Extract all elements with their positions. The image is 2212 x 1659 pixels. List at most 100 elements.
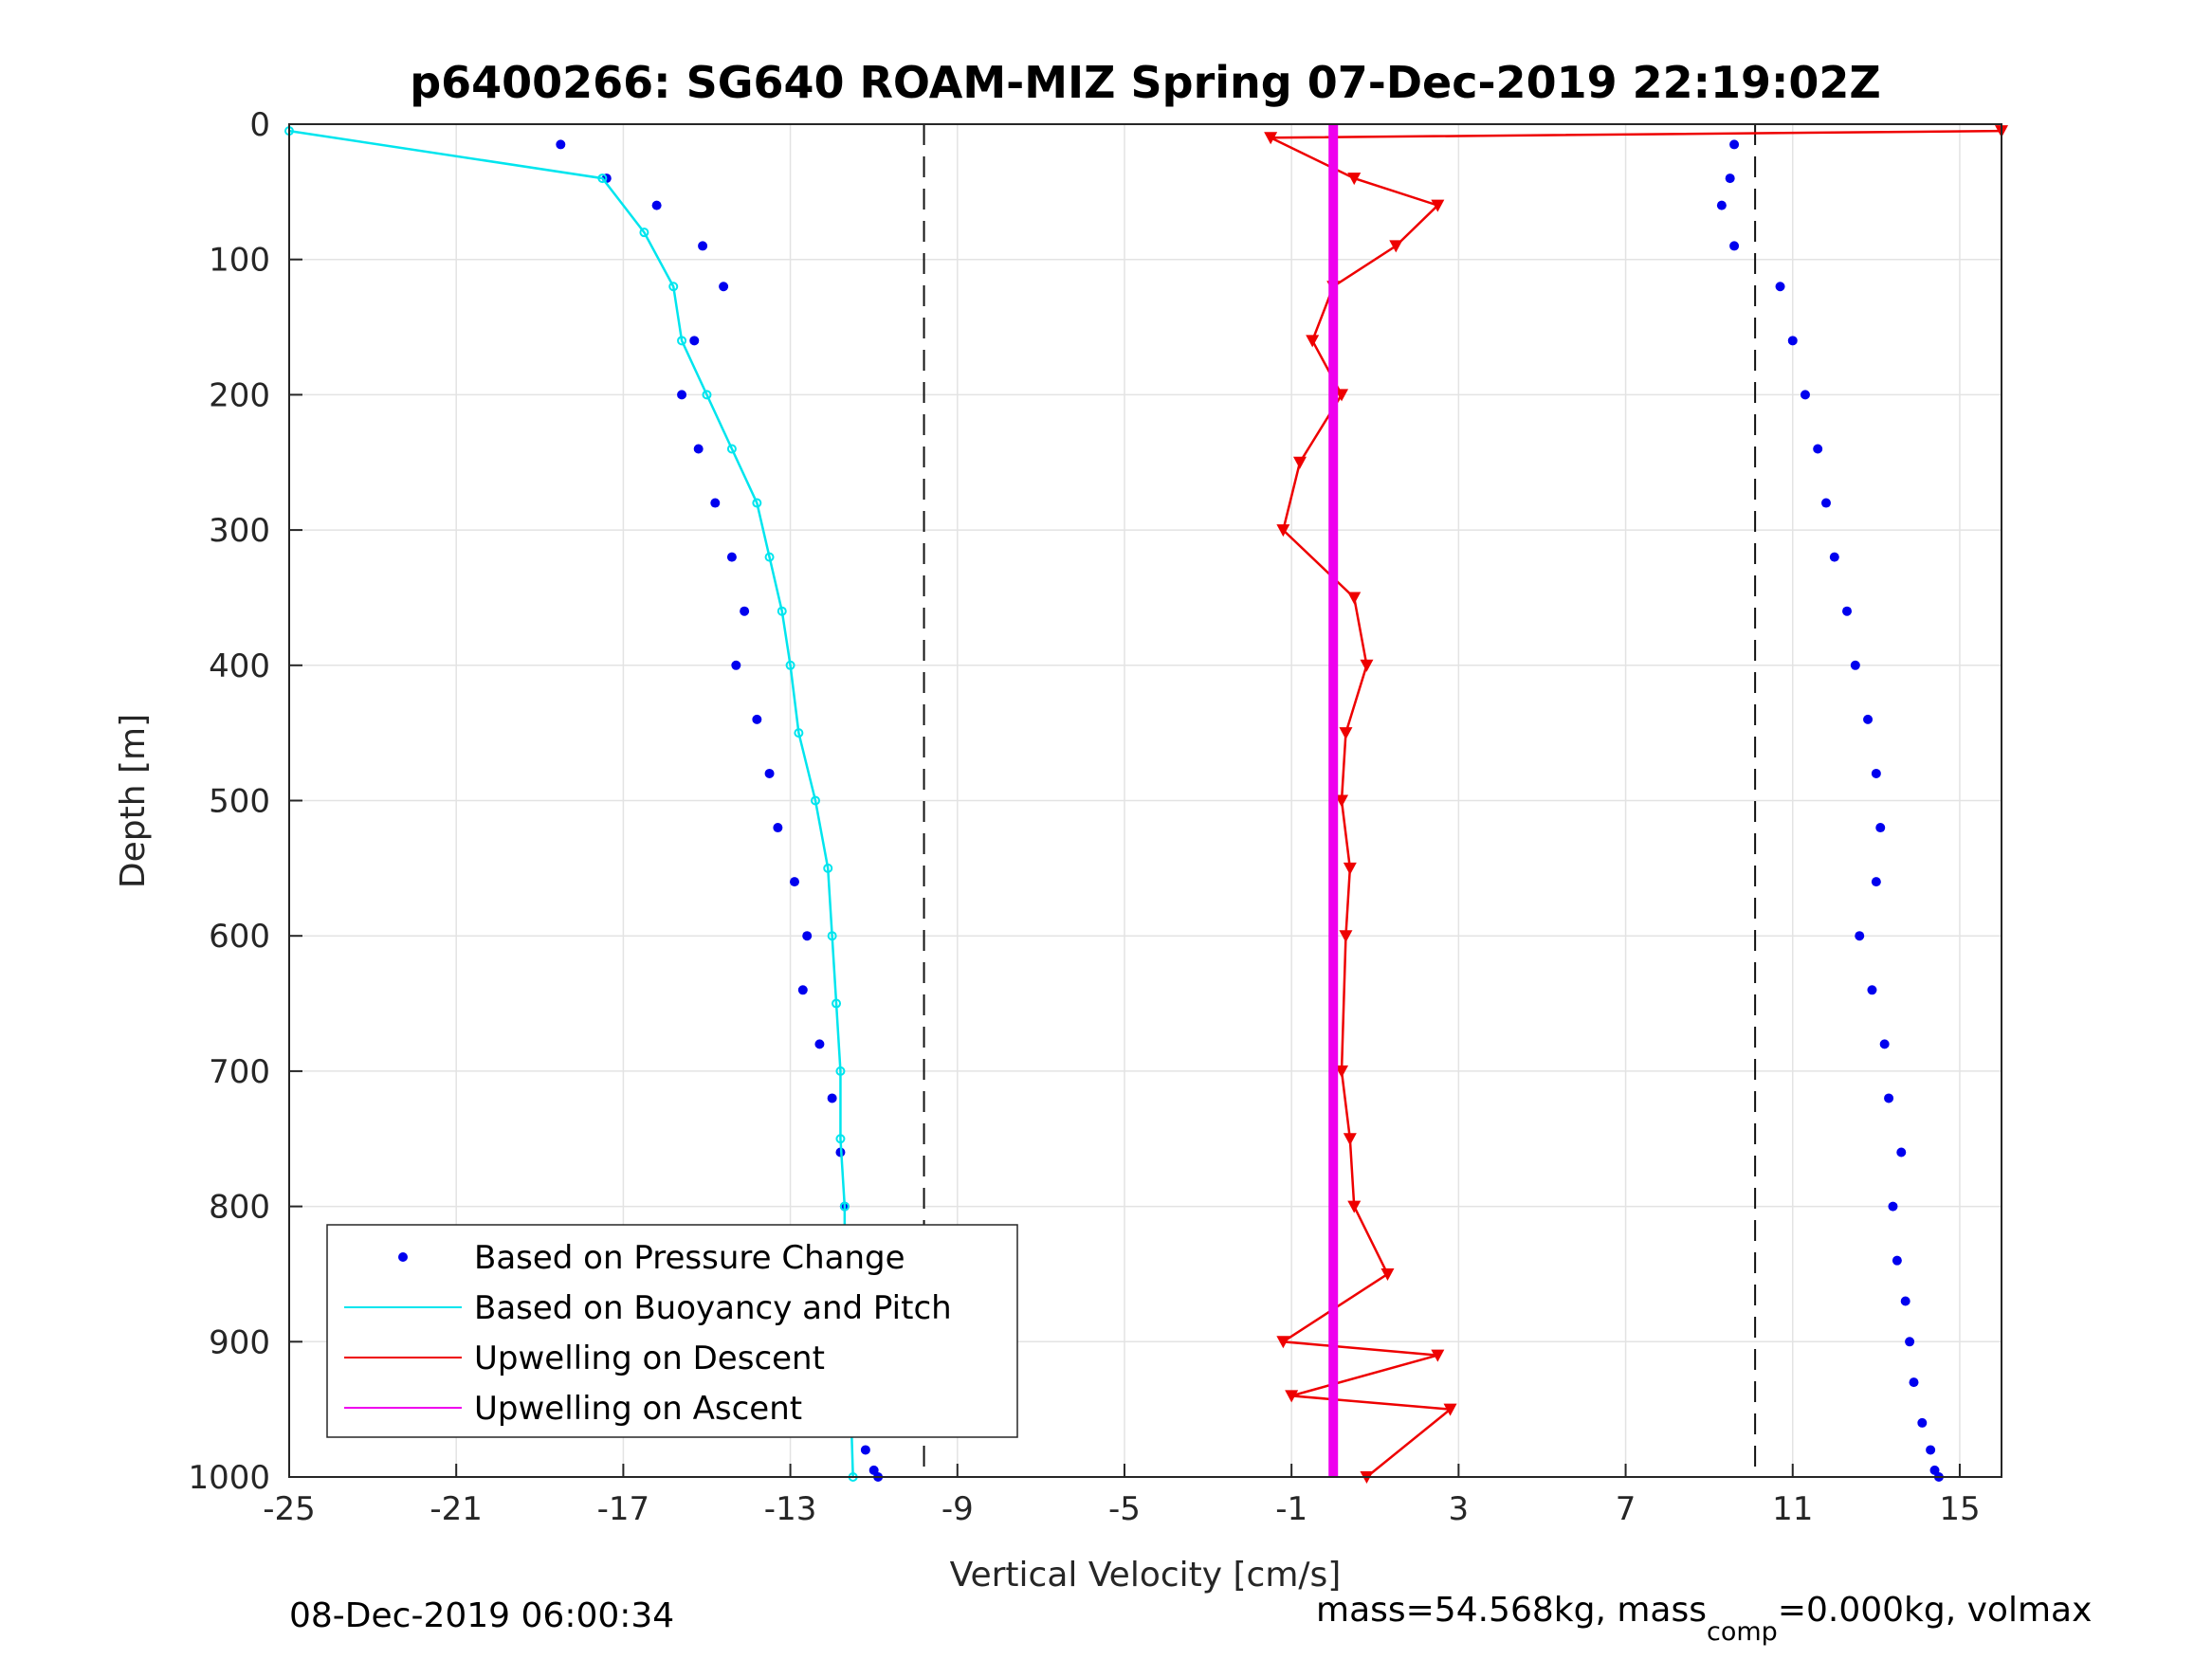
data-point (726, 444, 737, 454)
data-point (719, 282, 729, 292)
legend-label: Upwelling on Descent (474, 1340, 825, 1377)
y-tick-label: 100 (209, 242, 270, 280)
data-point (1729, 241, 1740, 251)
data-point (1335, 389, 1349, 402)
data-point (811, 795, 821, 806)
data-point (668, 282, 679, 292)
y-axis-ticks: 0 100 200 300 400 500 600 700 800 900 1000 (188, 106, 302, 1497)
data-point (597, 173, 608, 184)
y-tick-label: 900 (209, 1323, 270, 1361)
data-point (1900, 1296, 1910, 1306)
x-tick-label: 3 (1449, 1490, 1470, 1528)
data-point (1339, 930, 1353, 943)
data-point (1431, 1349, 1445, 1362)
x-tick-label: -5 (1108, 1490, 1141, 1528)
data-point (710, 498, 721, 508)
data-point (1389, 240, 1403, 253)
data-point (1380, 1267, 1395, 1281)
data-point (1347, 173, 1362, 186)
data-point (1431, 199, 1445, 212)
data-point (1829, 552, 1839, 562)
data-point (1725, 173, 1735, 184)
data-point (1850, 660, 1860, 670)
x-tick-label: -1 (1275, 1490, 1307, 1528)
data-point (1360, 659, 1374, 672)
y-tick-label: 600 (209, 918, 270, 956)
x-axis-ticks: -25 -21 -17 -13 -9 -5 -1 3 7 11 15 (263, 1464, 1981, 1528)
data-point (835, 1066, 846, 1076)
data-point (1867, 985, 1877, 995)
footer-mass-prefix: mass=54.568kg, mass (1316, 1591, 1707, 1630)
data-point (689, 336, 700, 346)
data-point (1813, 444, 1823, 454)
footer-date: 08-Dec-2019 06:00:34 (289, 1596, 674, 1635)
legend-label: Based on Buoyancy and Pitch (474, 1289, 952, 1327)
data-point (1875, 823, 1886, 833)
x-tick-label: 15 (1939, 1490, 1980, 1528)
y-tick-label: 300 (209, 512, 270, 550)
data-point (1871, 768, 1881, 778)
y-tick-label: 200 (209, 376, 270, 414)
y-tick-label: 1000 (188, 1459, 270, 1497)
data-point (827, 931, 837, 941)
data-point (1343, 1133, 1357, 1146)
footer-mass: mass=54.568kg, masscomp=0.000kg, volmax (1316, 1591, 2092, 1647)
data-point (677, 336, 687, 346)
data-point (752, 714, 762, 724)
series-layer (284, 124, 2008, 1484)
data-point (1339, 727, 1353, 740)
data-point (827, 1093, 837, 1103)
data-point (1285, 1390, 1299, 1403)
x-axis-label: Vertical Velocity [cm/s] (950, 1556, 1342, 1595)
data-point (1306, 335, 1320, 348)
data-point (1335, 794, 1349, 808)
data-point (1716, 200, 1727, 210)
x-tick-label: 7 (1616, 1490, 1636, 1528)
y-tick-label: 500 (209, 783, 270, 821)
data-point (731, 660, 741, 670)
data-point (802, 931, 813, 941)
data-point (1863, 714, 1874, 724)
y-tick-label: 400 (209, 647, 270, 685)
data-point (860, 1445, 870, 1455)
data-point (726, 552, 737, 562)
x-tick-label: -25 (263, 1490, 316, 1528)
data-point (789, 877, 799, 887)
data-point (832, 998, 842, 1009)
legend-marker (398, 1252, 408, 1262)
data-point (764, 768, 775, 778)
data-point (556, 139, 566, 150)
data-point (1729, 139, 1740, 150)
data-point (1842, 606, 1853, 616)
x-tick-label: -13 (764, 1490, 817, 1528)
data-point (777, 606, 787, 616)
series-line (288, 129, 854, 1478)
data-point (764, 552, 775, 562)
data-point (1787, 336, 1798, 346)
data-point (702, 390, 712, 400)
data-point (814, 1039, 825, 1049)
data-point (1276, 524, 1290, 538)
x-tick-label: -9 (941, 1490, 974, 1528)
legend: Based on Pressure Change Based on Buoyanc… (326, 1224, 1018, 1438)
data-point (1347, 1200, 1362, 1213)
data-point (785, 660, 795, 670)
data-point (1276, 1336, 1290, 1349)
legend-item: Based on Buoyancy and Pitch (344, 1289, 952, 1327)
data-point (797, 985, 808, 995)
chart-title: p6400266: SG640 ROAM-MIZ Spring 07-Dec-2… (410, 57, 1881, 108)
legend-item: Based on Pressure Change (398, 1239, 905, 1277)
x-tick-label: -17 (597, 1490, 650, 1528)
data-point (1335, 1065, 1349, 1078)
data-point (1929, 1465, 1940, 1475)
y-tick-label: 800 (209, 1189, 270, 1227)
data-point (1855, 931, 1865, 941)
data-point (794, 728, 804, 738)
data-point (1871, 877, 1881, 887)
data-point (773, 823, 783, 833)
data-point (1775, 282, 1785, 292)
data-point (868, 1465, 879, 1475)
legend-label: Upwelling on Ascent (474, 1390, 802, 1428)
data-point (752, 498, 762, 508)
